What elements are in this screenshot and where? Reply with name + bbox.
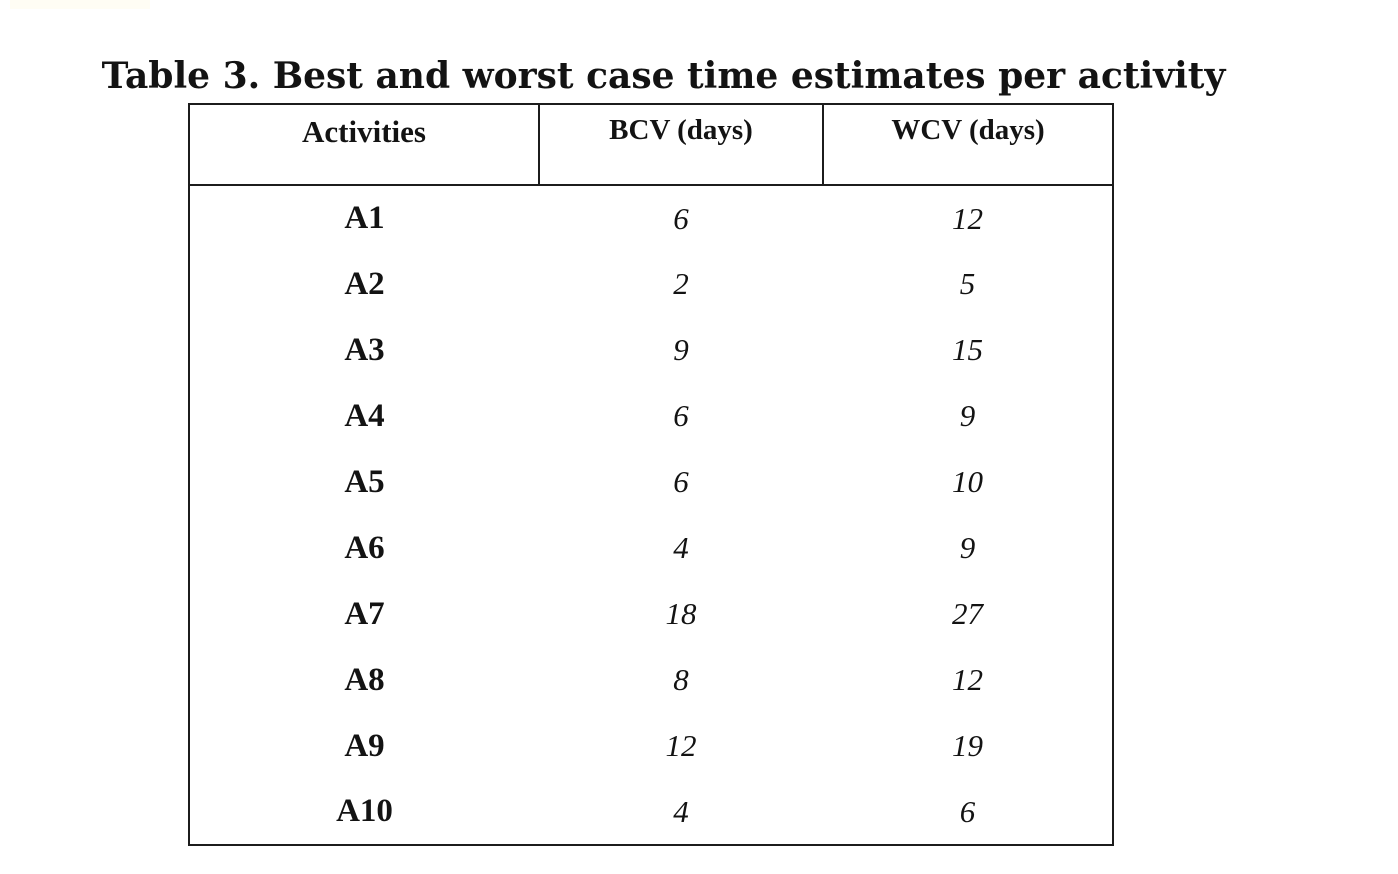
bcv-cell: 9: [673, 332, 689, 367]
bcv-cell: 6: [673, 464, 689, 499]
wcv-cell: 19: [952, 728, 983, 763]
table-row: A10 4 6: [189, 779, 1113, 845]
wcv-cell: 15: [952, 332, 983, 367]
wcv-cell: 6: [959, 793, 976, 829]
table-row: A4 6 9: [189, 383, 1113, 449]
table-caption: Table 3. Best and worst case time estima…: [101, 55, 1226, 97]
activity-cell: A2: [344, 265, 385, 302]
bcv-cell: 8: [673, 662, 689, 697]
wcv-cell: 27: [952, 596, 983, 631]
activity-cell: A8: [344, 661, 385, 698]
table-row: A6 4 9: [189, 515, 1113, 581]
wcv-cell: 12: [952, 200, 983, 236]
activity-cell: A1: [344, 200, 385, 236]
bcv-cell: 6: [673, 200, 689, 236]
table-row: A7 18 27: [189, 581, 1113, 647]
wcv-cell: 9: [959, 530, 976, 565]
table-row: A8 8 12: [189, 647, 1113, 713]
activity-cell: A9: [344, 727, 385, 764]
table-header: Activities BCV (days) WCV (days): [189, 104, 1113, 186]
activity-cell: A4: [344, 397, 385, 434]
bcv-cell: 4: [673, 793, 689, 829]
col-header-activities: Activities: [189, 104, 539, 186]
activity-cell: A10: [336, 793, 393, 829]
bcv-cell: 2: [673, 266, 689, 301]
table-body: A1 6 12 A2 2 5 A3 9 15 A4 6 9 A5 6: [189, 185, 1113, 845]
table-header-row: Activities BCV (days) WCV (days): [189, 104, 1113, 186]
activity-cell: A3: [344, 331, 385, 368]
activity-cell: A7: [344, 595, 385, 632]
bcv-cell: 4: [673, 530, 689, 565]
wcv-cell: 12: [952, 662, 983, 697]
table-row: A3 9 15: [189, 317, 1113, 383]
bcv-cell: 6: [673, 398, 689, 433]
bcv-cell: 12: [665, 728, 697, 763]
wcv-cell: 10: [952, 464, 983, 499]
col-header-wcv: WCV (days): [822, 104, 1113, 186]
table-row: A2 2 5: [189, 251, 1113, 317]
wcv-cell: 5: [959, 266, 976, 301]
table-row: A1 6 12: [189, 185, 1113, 251]
bcv-cell: 18: [665, 596, 697, 631]
table-row: A9 12 19: [189, 713, 1113, 779]
activity-cell: A6: [344, 529, 385, 566]
scan-artifact-strip: [10, 0, 150, 9]
col-header-bcv: BCV (days): [538, 104, 823, 186]
estimates-table: Activities BCV (days) WCV (days) A1 6 12…: [188, 103, 1114, 846]
activity-cell: A5: [344, 463, 385, 500]
table-row: A5 6 10: [189, 449, 1113, 515]
wcv-cell: 9: [959, 398, 976, 433]
